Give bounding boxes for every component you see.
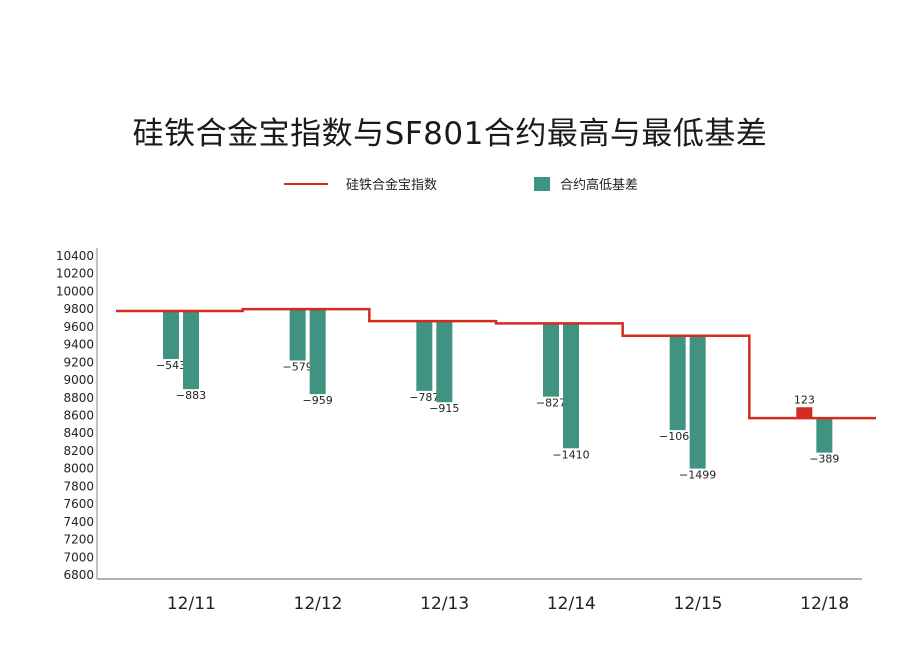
- y-tick-label: 8200: [63, 444, 94, 458]
- y-tick-label: 7400: [63, 515, 94, 529]
- legend-item-basis: 合约高低基差: [534, 174, 638, 193]
- basis-bar: [309, 309, 326, 395]
- y-tick-label: 9000: [63, 373, 94, 387]
- basis-bar: [543, 323, 559, 397]
- legend-label-index: 硅铁合金宝指数: [346, 178, 438, 193]
- y-tick-label: 7000: [63, 550, 94, 564]
- basis-bar: [289, 309, 306, 361]
- index-step-line: [116, 307, 876, 420]
- y-tick-label: 7600: [63, 497, 94, 511]
- y-tick-label: 10400: [56, 249, 94, 263]
- basis-data-label: −389: [809, 453, 839, 466]
- y-tick-label: 10200: [56, 267, 94, 281]
- y-tick-label: 7800: [63, 479, 94, 493]
- basis-data-label: 123: [794, 393, 815, 406]
- basis-bar: [183, 310, 199, 390]
- basis-data-label: −915: [429, 402, 459, 415]
- basis-data-label: −1065: [659, 430, 696, 443]
- y-tick-label: 10000: [56, 284, 94, 298]
- x-tick-label: 12/15: [674, 594, 723, 614]
- basis-data-label: −883: [176, 389, 206, 402]
- y-tick-label: 8400: [63, 426, 94, 440]
- legend-label-basis: 合约高低基差: [560, 178, 639, 193]
- basis-data-label: −827: [536, 397, 566, 410]
- basis-bar: [563, 323, 579, 449]
- basis-data-label: −543: [156, 359, 186, 372]
- basis-bar: [689, 335, 706, 469]
- y-tick-label: 7200: [63, 533, 94, 547]
- basis-data-label: −579: [283, 360, 313, 373]
- basis-bar: [163, 310, 179, 360]
- basis-data-label: −1499: [679, 469, 716, 482]
- legend: 硅铁合金宝指数 合约高低基差: [0, 170, 900, 198]
- y-tick-label: 9800: [63, 302, 94, 316]
- x-tick-label: 12/12: [294, 594, 343, 614]
- basis-bar: [669, 335, 686, 431]
- y-tick-label: 6800: [63, 568, 94, 582]
- legend-box-swatch: [534, 176, 550, 191]
- y-tick-label: 8600: [63, 409, 94, 423]
- x-tick-label: 12/14: [547, 594, 596, 614]
- y-tick-label: 9600: [63, 320, 94, 334]
- basis-bar: [796, 407, 813, 419]
- y-tick-label: 8800: [63, 391, 94, 405]
- basis-bar: [416, 321, 433, 391]
- basis-data-label: −959: [303, 394, 333, 407]
- legend-item-index: 硅铁合金宝指数: [284, 174, 437, 193]
- chart-title: 硅铁合金宝指数与SF801合约最高与最低基差: [132, 116, 768, 152]
- basis-bar: [436, 321, 453, 403]
- x-tick-label: 12/18: [800, 594, 849, 614]
- y-tick-label: 9200: [63, 355, 94, 369]
- basis-data-label: −787: [409, 391, 439, 404]
- y-tick-label: 8000: [63, 462, 94, 476]
- x-tick-label: 12/13: [420, 594, 469, 614]
- basis-bar: [816, 418, 833, 453]
- y-tick-label: 9400: [63, 338, 94, 352]
- legend-line-swatch: [284, 182, 328, 185]
- basis-data-label: −1410: [552, 448, 589, 461]
- x-tick-label: 12/11: [167, 594, 216, 614]
